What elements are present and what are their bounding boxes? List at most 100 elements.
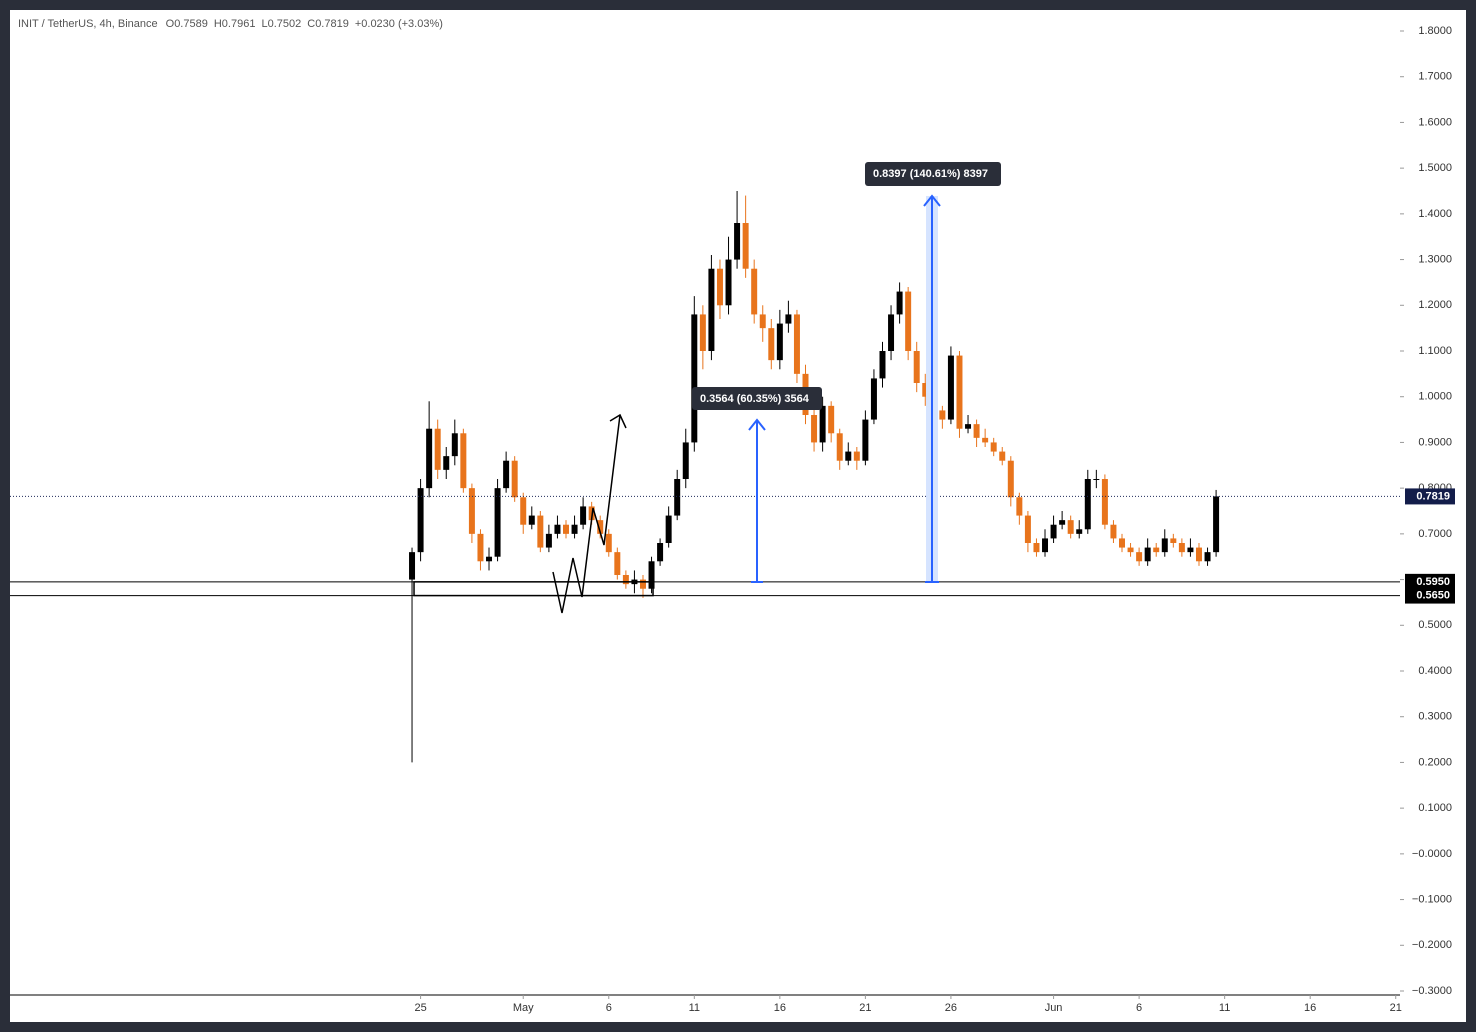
- candle-body: [460, 433, 467, 489]
- candle-body: [1076, 529, 1083, 534]
- measure-label-box: [692, 387, 822, 410]
- candle-body: [870, 378, 877, 420]
- candle-body: [1195, 547, 1202, 562]
- candle-body: [836, 433, 843, 461]
- candle-body: [417, 488, 424, 553]
- candle-body: [1067, 520, 1074, 534]
- x-tick-label: 26: [945, 1002, 957, 1014]
- candle-body: [520, 497, 527, 525]
- x-tick-label: 11: [1219, 1002, 1230, 1014]
- candle-body: [1153, 547, 1160, 553]
- y-tick-label: 0.5000: [1418, 619, 1452, 631]
- y-tick-label: 0.1000: [1418, 802, 1452, 814]
- arrow-head: [923, 194, 941, 207]
- candle-body: [742, 223, 749, 269]
- candle-body: [751, 268, 758, 315]
- y-tick-label: 0.7000: [1418, 528, 1452, 540]
- candle-body: [1033, 543, 1040, 553]
- candle-body: [1016, 497, 1023, 516]
- candle-body: [537, 515, 544, 548]
- candle-body: [862, 419, 869, 461]
- candle-body: [1101, 479, 1108, 525]
- candle-body: [947, 355, 954, 420]
- measure-label: 0.3564 (60.35%) 3564: [700, 393, 810, 405]
- candle-body: [503, 460, 510, 489]
- candle-body: [922, 383, 929, 397]
- y-tick-label: 0.4000: [1418, 665, 1452, 677]
- candle-body: [956, 355, 963, 429]
- change: +0.0230 (+3.03%): [355, 18, 443, 30]
- candle-body: [1042, 538, 1049, 553]
- ohlc-value: 0.7589: [174, 18, 208, 30]
- candle-body: [1178, 543, 1185, 553]
- x-tick-label: 11: [689, 1002, 700, 1014]
- candle-body: [708, 268, 715, 351]
- plot: 1.8000 1.7000 1.6000 1.5000 1.4000 1.3000 1.20…: [10, 25, 1455, 1014]
- candle-body: [1093, 479, 1100, 480]
- candle-body: [426, 428, 433, 489]
- candle-body: [939, 410, 946, 420]
- candle-body: [486, 556, 493, 562]
- candle-body: [819, 405, 826, 443]
- y-tick-label: 1.5000: [1418, 162, 1452, 174]
- candle-body: [1024, 515, 1031, 543]
- candle-body: [1127, 547, 1134, 553]
- x-tick-label: 6: [606, 1002, 612, 1014]
- y-tick-label: 1.1000: [1418, 345, 1452, 357]
- candle-body: [1059, 520, 1066, 525]
- candle-body: [665, 515, 672, 543]
- candle-body: [776, 323, 783, 361]
- level-label: 0.5950: [1416, 576, 1450, 588]
- candle-body: [1144, 547, 1151, 562]
- candle-body: [965, 424, 972, 429]
- x-tick-label: 16: [774, 1002, 786, 1014]
- x-tick-label: 16: [1304, 1002, 1316, 1014]
- header: INIT / TetherUS, 4h, Binance O0.7589 H0.79…: [18, 18, 443, 30]
- candle-body: [1110, 524, 1117, 539]
- candle-body: [759, 314, 766, 329]
- y-tick-label: 1.4000: [1418, 208, 1452, 220]
- candle-body: [990, 442, 997, 452]
- level-label-box: [1405, 587, 1455, 604]
- x-tick-label: 21: [1390, 1002, 1402, 1014]
- candle-body: [734, 223, 741, 260]
- y-tick-label: −0.1000: [1412, 893, 1452, 905]
- candle-body: [1161, 538, 1168, 553]
- y-tick-label: 0.9000: [1418, 436, 1452, 448]
- candle-body: [605, 533, 612, 553]
- candle-body: [879, 351, 886, 379]
- candle-body: [468, 488, 475, 534]
- hand-drawn-path: [552, 414, 621, 614]
- candle-body: [853, 451, 860, 461]
- y-tick-label: −0.3000: [1412, 985, 1452, 997]
- ohlc-value: 0.7961: [222, 18, 256, 30]
- y-tick-label: 0.3000: [1418, 711, 1452, 723]
- candle-body: [1170, 538, 1177, 543]
- candle-body: [973, 424, 980, 438]
- ohlc-label: C: [307, 18, 315, 30]
- panel: [10, 10, 1466, 1022]
- candle-body: [691, 314, 698, 443]
- current-price-label: 0.7819: [1416, 490, 1450, 502]
- candle-body: [657, 543, 664, 562]
- candle-body: [597, 520, 604, 534]
- ohlc-value: 0.7819: [315, 18, 349, 30]
- y-tick-label: 1.7000: [1418, 71, 1452, 83]
- current-price-box: [1405, 488, 1455, 505]
- candle-body: [622, 575, 629, 585]
- y-tick-label: 1.8000: [1418, 25, 1452, 37]
- candle-body: [793, 314, 800, 374]
- x-tick-label: 21: [859, 1002, 871, 1014]
- candle-body: [1084, 479, 1091, 530]
- candle-body: [725, 259, 732, 306]
- candle-body: [913, 351, 920, 383]
- level-label-box: [1405, 573, 1455, 590]
- candle-body: [511, 460, 518, 498]
- y-tick-label: 1.3000: [1418, 253, 1452, 265]
- candle-body: [811, 415, 818, 443]
- candle-body: [1050, 524, 1057, 539]
- x-tick-label: May: [513, 1002, 534, 1014]
- y-tick-label: −0.0000: [1412, 848, 1452, 860]
